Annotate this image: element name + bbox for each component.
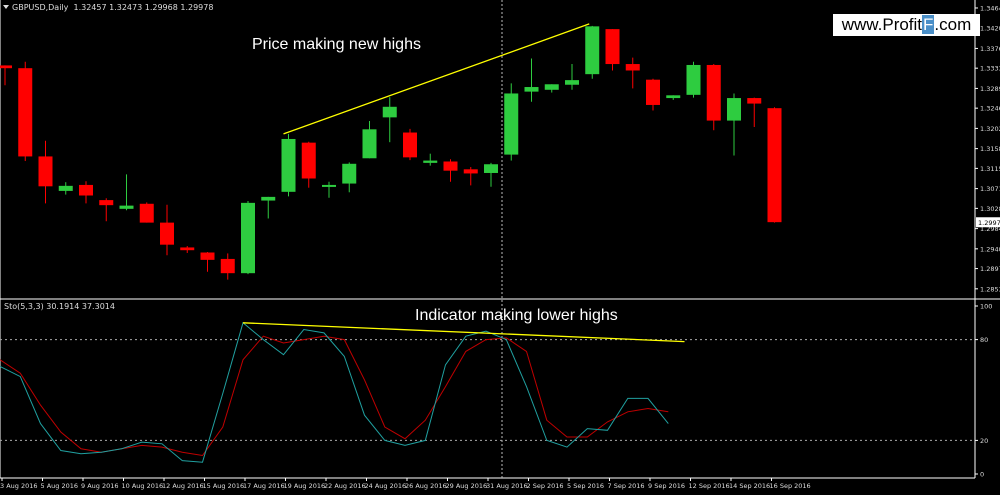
stoch-tick-label: 100 [980, 303, 992, 311]
bullish-candle[interactable] [342, 163, 357, 184]
indicator-trendline[interactable] [242, 322, 685, 343]
bullish-candle[interactable] [666, 95, 681, 99]
time-tick-label: 17 Aug 2016 [243, 482, 285, 490]
chart-dropdown-icon[interactable] [3, 5, 9, 9]
indicator-title: Sto(5,3,3) 30.1914 37.3014 [4, 302, 115, 311]
time-tick-label: 12 Sep 2016 [689, 482, 730, 490]
bullish-candle[interactable] [261, 196, 276, 201]
price-tick-label: 1.29400 [980, 245, 1000, 253]
time-tick-label: 15 Aug 2016 [203, 482, 245, 490]
time-tick-label: 12 Aug 2016 [162, 482, 204, 490]
bearish-candle[interactable] [38, 156, 53, 187]
bullish-candle[interactable] [322, 184, 336, 187]
bearish-candle[interactable] [646, 79, 660, 105]
bearish-candle[interactable] [0, 65, 12, 69]
bearish-candle[interactable] [443, 161, 458, 171]
price-tick-label: 1.34200 [980, 25, 1000, 33]
bullish-candle[interactable] [382, 106, 397, 118]
stoch-tick-label: 80 [980, 336, 988, 344]
bullish-candle[interactable] [524, 87, 539, 92]
bearish-candle[interactable] [605, 29, 620, 65]
bullish-candle[interactable] [504, 93, 519, 155]
bearish-candle[interactable] [706, 64, 721, 121]
price-tick-label: 1.32890 [980, 85, 1000, 93]
chart-header: GBPUSD,Daily 1.32457 1.32473 1.29968 1.2… [3, 3, 213, 12]
bullish-candle[interactable] [58, 185, 73, 191]
time-tick-label: 29 Aug 2016 [446, 482, 488, 490]
bullish-candle[interactable] [119, 205, 134, 209]
bullish-candle[interactable] [423, 160, 438, 163]
time-tick-label: 22 Aug 2016 [324, 482, 366, 490]
time-tick-label: 16 Sep 2016 [770, 482, 811, 490]
price-tick-label: 1.32460 [980, 105, 1000, 113]
time-tick-label: 9 Aug 2016 [81, 482, 119, 490]
time-tick-label: 31 Aug 2016 [486, 482, 528, 490]
time-tick-label: 19 Aug 2016 [284, 482, 326, 490]
bearish-candle[interactable] [463, 169, 478, 174]
time-tick-label: 26 Aug 2016 [405, 482, 447, 490]
time-tick-label: 14 Sep 2016 [729, 482, 770, 490]
bearish-candle[interactable] [139, 203, 154, 223]
price-tick-label: 1.29840 [980, 225, 1000, 233]
bullish-candle[interactable] [241, 202, 255, 274]
time-tick-label: 2 Sep 2016 [527, 482, 564, 490]
time-tick-label: 10 Aug 2016 [122, 482, 164, 490]
bearish-candle[interactable] [220, 258, 235, 274]
indicator-annotation: Indicator making lower highs [415, 307, 618, 324]
stoch-tick-label: 20 [980, 437, 988, 445]
bullish-candle[interactable] [281, 138, 296, 192]
bearish-candle[interactable] [200, 252, 215, 260]
watermark-suffix: .com [934, 15, 972, 34]
bearish-candle[interactable] [747, 98, 762, 104]
bearish-candle[interactable] [301, 142, 316, 179]
price-tick-label: 1.31580 [980, 145, 1000, 153]
stoch-main-line [0, 321, 669, 463]
watermark-prefix: www.Profit [841, 15, 923, 34]
price-tick-label: 1.31150 [980, 165, 1000, 173]
time-tick-label: 24 Aug 2016 [365, 482, 407, 490]
bullish-candle[interactable] [484, 164, 498, 173]
bullish-candle[interactable] [727, 98, 741, 121]
price-tick-label: 1.30710 [980, 185, 1000, 193]
price-tick-label: 1.28530 [980, 285, 1000, 293]
stoch-tick-label: 0 [980, 471, 984, 479]
bearish-candle[interactable] [403, 132, 417, 158]
current-price-marker [976, 217, 1000, 228]
price-annotation: Price making new highs [252, 36, 421, 53]
symbol-timeframe: GBPUSD,Daily [12, 3, 69, 12]
bearish-candle[interactable] [767, 108, 782, 223]
price-tick-label: 1.33760 [980, 45, 1000, 53]
time-tick-label: 9 Sep 2016 [648, 482, 685, 490]
time-tick-label: 7 Sep 2016 [608, 482, 645, 490]
bullish-candle[interactable] [544, 84, 559, 90]
watermark-accent: F [922, 15, 935, 34]
bullish-candle[interactable] [686, 64, 701, 95]
price-trendline[interactable] [283, 23, 590, 135]
price-tick-label: 1.33330 [980, 65, 1000, 73]
price-tick-label: 1.34640 [980, 4, 1000, 12]
time-tick-label: 5 Aug 2016 [41, 482, 79, 490]
bullish-candle[interactable] [362, 129, 377, 159]
time-tick-label: 5 Sep 2016 [567, 482, 604, 490]
bullish-candle[interactable] [565, 80, 579, 85]
bearish-candle[interactable] [79, 184, 93, 196]
bearish-candle[interactable] [180, 247, 195, 251]
time-tick-label: 3 Aug 2016 [0, 482, 38, 490]
bearish-candle[interactable] [160, 222, 174, 245]
bullish-candle[interactable] [585, 26, 600, 75]
current-price-label: 1.29978 [978, 219, 1000, 227]
bearish-candle[interactable] [99, 200, 114, 206]
bearish-candle[interactable] [625, 64, 640, 71]
price-tick-label: 1.32020 [980, 125, 1000, 133]
bearish-candle[interactable] [18, 68, 33, 157]
watermark-logo: www.ProfitF.com [833, 14, 980, 36]
price-tick-label: 1.30280 [980, 205, 1000, 213]
price-tick-label: 1.28970 [980, 265, 1000, 273]
ohlc-values: 1.32457 1.32473 1.29968 1.29978 [73, 3, 214, 12]
